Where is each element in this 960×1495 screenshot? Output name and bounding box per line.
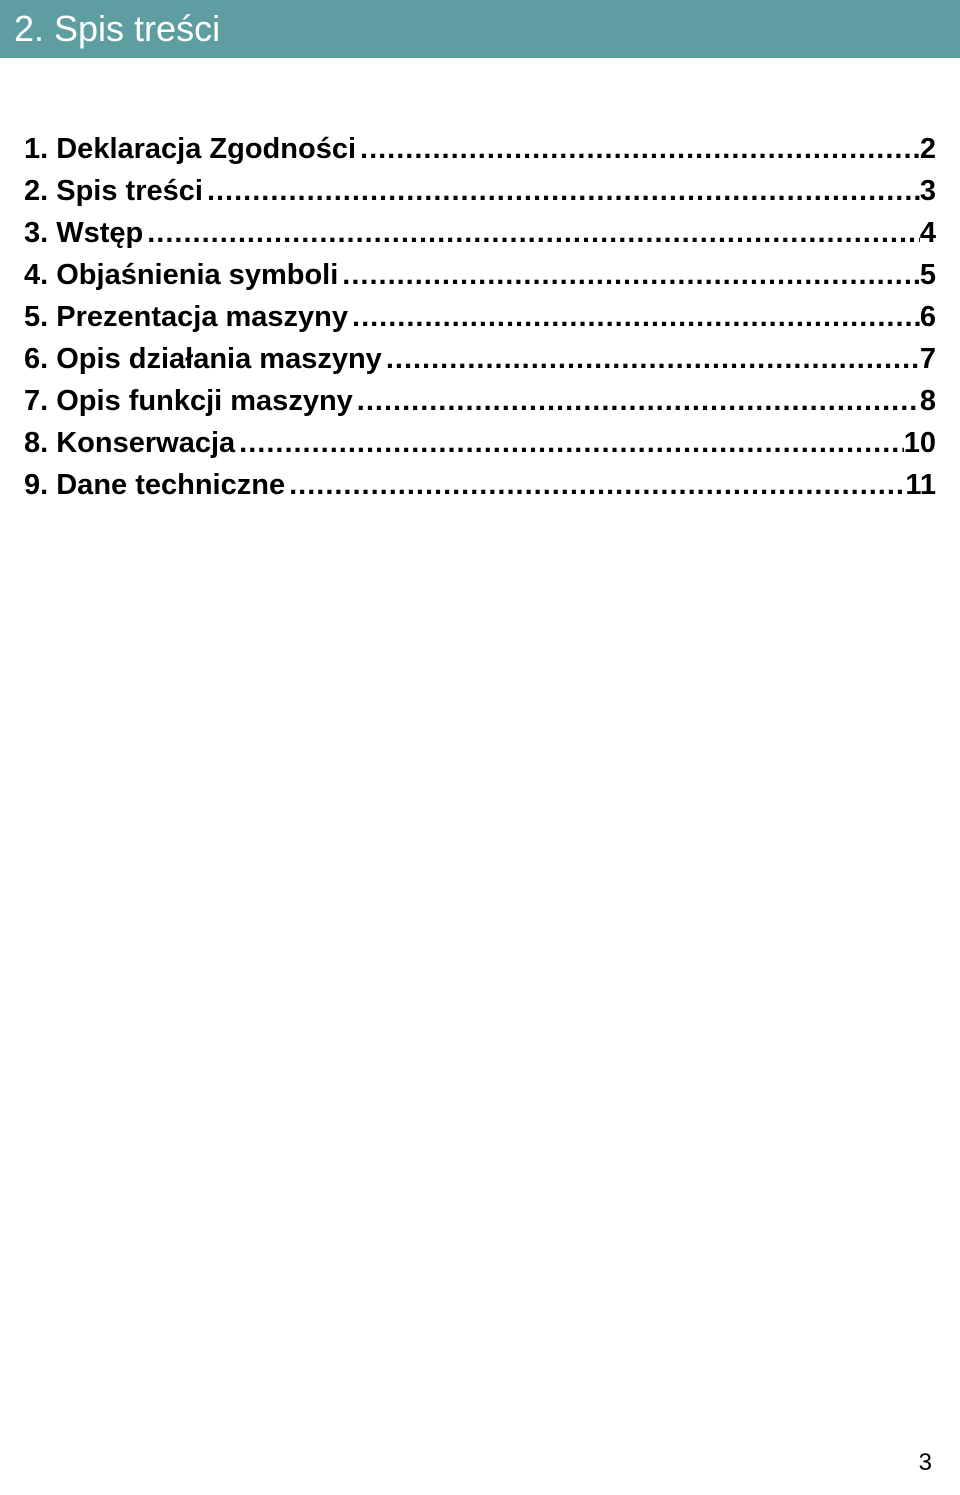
toc-entry: 2. Spis treści .........................…	[24, 170, 936, 212]
toc-page-number: 2	[920, 128, 936, 170]
toc-label: 7. Opis funkcji maszyny	[24, 380, 353, 422]
toc-leader-dots: ........................................…	[285, 464, 905, 506]
toc-entry: 9. Dane techniczne .....................…	[24, 464, 936, 506]
toc-label: 3. Wstęp	[24, 212, 143, 254]
toc-page-number: 8	[920, 380, 936, 422]
toc-page-number: 3	[920, 170, 936, 212]
toc-entry: 4. Objaśnienia symboli .................…	[24, 254, 936, 296]
toc-label: 6. Opis działania maszyny	[24, 338, 382, 380]
toc-leader-dots: ........................................…	[356, 128, 920, 170]
toc-label: 1. Deklaracja Zgodności	[24, 128, 356, 170]
toc-entry: 5. Prezentacja maszyny .................…	[24, 296, 936, 338]
toc-entry: 8. Konserwacja .........................…	[24, 422, 936, 464]
toc-entry: 1. Deklaracja Zgodności ................…	[24, 128, 936, 170]
toc-label: 5. Prezentacja maszyny	[24, 296, 348, 338]
toc-leader-dots: ........................................…	[338, 254, 920, 296]
toc-entry: 6. Opis działania maszyny ..............…	[24, 338, 936, 380]
toc-page-number: 10	[904, 422, 936, 464]
toc-entry: 3. Wstęp ...............................…	[24, 212, 936, 254]
toc-label: 9. Dane techniczne	[24, 464, 285, 506]
toc-leader-dots: ........................................…	[353, 380, 920, 422]
toc-label: 2. Spis treści	[24, 170, 203, 212]
footer-page-number: 3	[919, 1449, 932, 1477]
toc-leader-dots: ........................................…	[348, 296, 920, 338]
section-header-bar: 2. Spis treści	[0, 0, 960, 58]
toc-page-number: 7	[920, 338, 936, 380]
table-of-contents: 1. Deklaracja Zgodności ................…	[0, 58, 960, 506]
toc-leader-dots: ........................................…	[203, 170, 920, 212]
toc-label: 8. Konserwacja	[24, 422, 235, 464]
toc-leader-dots: ........................................…	[143, 212, 920, 254]
toc-page-number: 5	[920, 254, 936, 296]
section-title: 2. Spis treści	[14, 8, 946, 50]
toc-page-number: 4	[920, 212, 936, 254]
toc-label: 4. Objaśnienia symboli	[24, 254, 338, 296]
toc-leader-dots: ........................................…	[235, 422, 904, 464]
toc-page-number: 11	[905, 464, 936, 506]
toc-leader-dots: ........................................…	[382, 338, 920, 380]
toc-entry: 7. Opis funkcji maszyny ................…	[24, 380, 936, 422]
toc-page-number: 6	[920, 296, 936, 338]
